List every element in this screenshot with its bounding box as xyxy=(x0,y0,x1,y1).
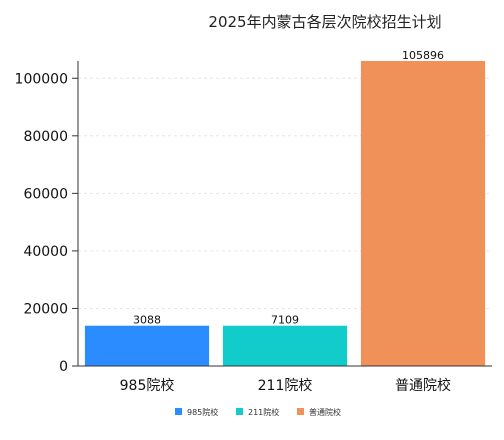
y-tick-label: 100000 xyxy=(15,71,68,87)
legend-swatch xyxy=(236,408,243,415)
y-tick-label: 40000 xyxy=(23,244,68,260)
chart-title: 2025年内蒙古各层次院校招生计划 xyxy=(208,13,441,31)
legend-label: 211院校 xyxy=(248,407,279,417)
y-tick-label: 20000 xyxy=(23,301,68,317)
bars-layer: 3088 7109 105896 xyxy=(84,49,486,366)
x-tick-label: 普通院校 xyxy=(395,377,451,394)
x-tick-label: 985院校 xyxy=(120,377,175,394)
legend-swatch xyxy=(297,408,304,415)
legend-label: 985院校 xyxy=(187,407,218,417)
y-tick-label: 60000 xyxy=(23,186,68,202)
legend: 985院校 211院校 普通院校 xyxy=(175,407,341,417)
y-axis: 0 20000 40000 60000 80000 100000 xyxy=(15,61,79,375)
data-label: 7109 xyxy=(271,314,299,327)
data-label: 105896 xyxy=(402,49,444,62)
legend-swatch xyxy=(175,408,182,415)
legend-label: 普通院校 xyxy=(309,407,341,417)
bar xyxy=(360,61,486,366)
y-tick-label: 80000 xyxy=(23,129,68,145)
bar xyxy=(84,325,210,366)
y-tick-label: 0 xyxy=(59,359,68,375)
x-axis: 985院校 211院校 普通院校 xyxy=(78,365,492,394)
bar xyxy=(222,325,348,366)
data-label: 3088 xyxy=(133,314,161,327)
x-tick-label: 211院校 xyxy=(258,377,313,394)
